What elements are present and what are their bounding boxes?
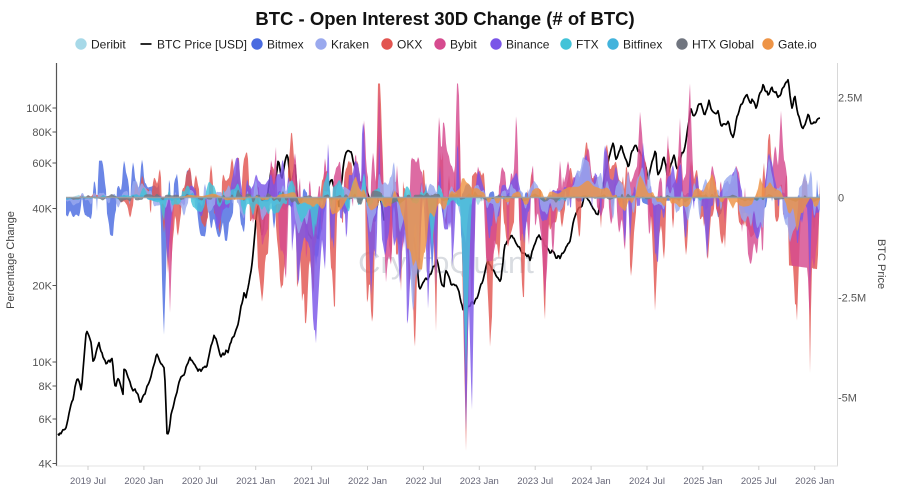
svg-text:2022 Jul: 2022 Jul — [405, 476, 441, 487]
svg-text:BTC Price [USD]: BTC Price [USD] — [157, 38, 247, 52]
svg-text:-2.5M: -2.5M — [838, 292, 866, 304]
svg-text:Deribit: Deribit — [91, 38, 126, 52]
svg-text:Bitfinex: Bitfinex — [623, 38, 662, 52]
svg-text:HTX Global: HTX Global — [692, 38, 754, 52]
svg-text:BTC Price: BTC Price — [875, 239, 887, 289]
svg-text:2023 Jul: 2023 Jul — [517, 476, 553, 487]
svg-text:Gate.io: Gate.io — [778, 38, 817, 52]
svg-text:Bitmex: Bitmex — [267, 38, 304, 52]
svg-text:10K: 10K — [32, 357, 52, 369]
svg-text:8K: 8K — [39, 381, 53, 393]
svg-text:Bybit: Bybit — [450, 38, 477, 52]
svg-text:2021 Jan: 2021 Jan — [236, 476, 275, 487]
svg-text:80K: 80K — [32, 127, 52, 139]
svg-text:2019 Jul: 2019 Jul — [70, 476, 106, 487]
svg-text:Percentage Change: Percentage Change — [5, 211, 17, 309]
svg-text:100K: 100K — [26, 103, 52, 115]
svg-text:OKX: OKX — [397, 38, 422, 52]
svg-text:40K: 40K — [32, 203, 52, 215]
svg-text:2020 Jul: 2020 Jul — [182, 476, 218, 487]
svg-text:0: 0 — [838, 192, 844, 204]
svg-text:2021 Jul: 2021 Jul — [294, 476, 330, 487]
svg-text:4K: 4K — [39, 458, 53, 470]
svg-text:2020 Jan: 2020 Jan — [124, 476, 163, 487]
svg-text:2024 Jul: 2024 Jul — [629, 476, 665, 487]
svg-text:2023 Jan: 2023 Jan — [460, 476, 499, 487]
svg-text:Kraken: Kraken — [331, 38, 369, 52]
svg-text:60K: 60K — [32, 158, 52, 170]
svg-text:2022 Jan: 2022 Jan — [348, 476, 387, 487]
svg-text:2024 Jan: 2024 Jan — [572, 476, 611, 487]
svg-text:-5M: -5M — [838, 392, 857, 404]
svg-text:Binance: Binance — [506, 38, 550, 52]
svg-text:2026 Jan: 2026 Jan — [795, 476, 834, 487]
svg-text:2025 Jul: 2025 Jul — [741, 476, 777, 487]
svg-text:6K: 6K — [39, 414, 53, 426]
svg-text:2.5M: 2.5M — [838, 92, 862, 104]
svg-text:FTX: FTX — [576, 38, 599, 52]
svg-text:BTC - Open Interest 30D Change: BTC - Open Interest 30D Change (# of BTC… — [255, 8, 634, 29]
svg-text:2025 Jan: 2025 Jan — [683, 476, 722, 487]
svg-text:20K: 20K — [32, 280, 52, 292]
